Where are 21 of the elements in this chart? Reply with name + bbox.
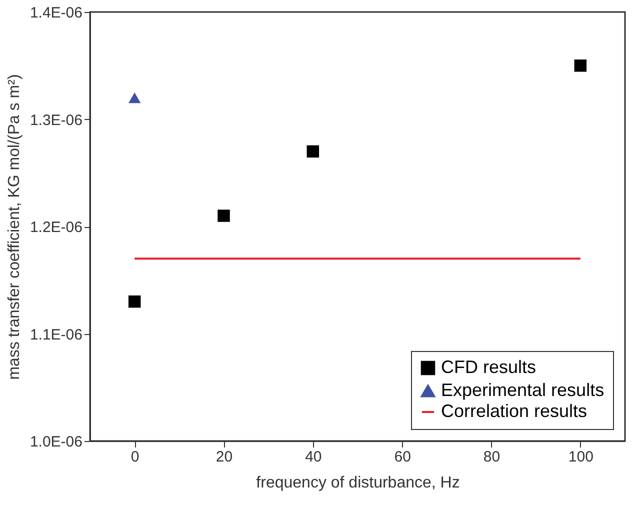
legend-label: Experimental results	[441, 380, 604, 400]
x-tick-label: 80	[483, 448, 500, 466]
x-tick-label: 100	[568, 448, 594, 466]
legend-label: CFD results	[441, 357, 536, 377]
y-tick-label: 1.1E-06	[30, 326, 82, 344]
legend-label: Correlation results	[441, 401, 588, 421]
x-tick-label: 40	[305, 448, 322, 466]
x-tick-label: 0	[130, 448, 140, 466]
point	[128, 92, 141, 104]
x-tick-label: 60	[394, 448, 411, 466]
point	[218, 210, 230, 222]
point	[574, 60, 587, 72]
x-axis-title: frequency of disturbance, Hz	[256, 474, 460, 492]
y-tick-label: 1.4E-06	[30, 4, 82, 22]
y-axis-title: mass transfer coefficient, KG mol/(Pa s m²)	[6, 74, 23, 380]
point	[306, 145, 320, 158]
y-tick-label: 1.2E-06	[30, 219, 82, 236]
point	[128, 295, 141, 308]
y-tick-label: 1.0E-06	[30, 434, 82, 450]
y-tick-label: 1.3E-06	[30, 112, 82, 129]
x-tick-label: 20	[216, 448, 233, 466]
